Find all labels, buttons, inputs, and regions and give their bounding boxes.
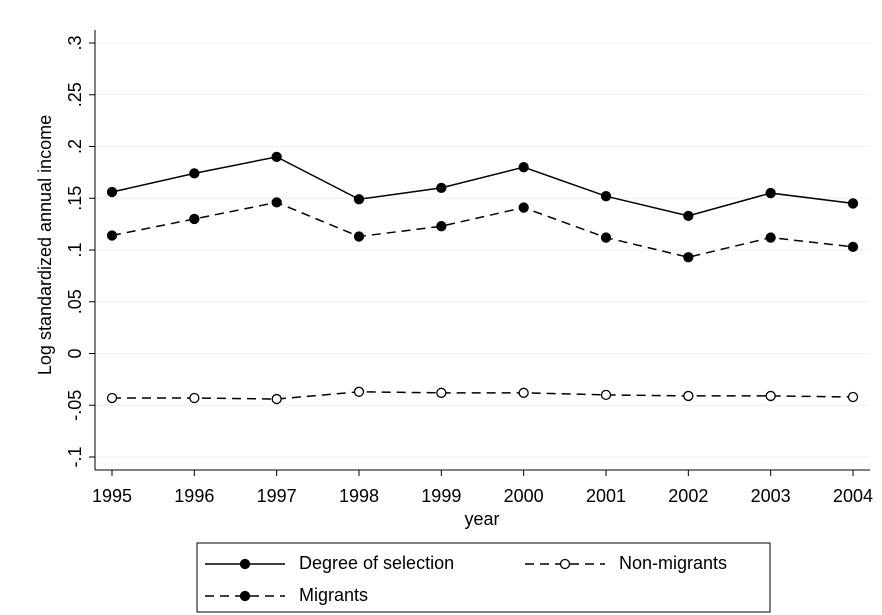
data-point [847,241,859,253]
data-point [271,197,282,208]
data-point [353,231,365,242]
data-point [353,194,365,205]
y-tick-label: .1 [65,242,85,257]
legend-label: Degree of selection [299,553,454,573]
data-point [106,392,118,404]
data-point [683,252,694,263]
y-tick-label: .3 [65,35,85,50]
data-point [683,390,694,402]
data-point [189,392,200,404]
x-tick-label: 2002 [668,486,708,506]
y-tick-label: .05 [65,289,85,314]
data-point [189,168,200,179]
data-point [436,182,447,194]
x-tick-label: 2004 [833,486,873,506]
series-line [111,201,854,259]
data-point [518,162,529,173]
legend-marker [239,558,251,570]
y-tick-label: .15 [65,186,85,211]
data-point [765,187,776,199]
x-tick-label: 1998 [339,486,379,506]
x-tick-label: 1995 [92,486,132,506]
x-tick-label: 2003 [751,486,791,506]
y-tick-label: .2 [65,139,85,154]
y-tick-label: 0 [65,348,85,358]
data-point [436,387,447,398]
legend-marker [559,558,571,570]
data-point [271,393,282,405]
x-tick-label: 2001 [586,486,626,506]
legend-marker [239,590,251,602]
data-point [436,221,447,232]
data-point [271,151,282,163]
x-tick-label: 2000 [504,486,544,506]
x-tick-label: 1996 [174,486,214,506]
data-point [765,232,776,243]
data-point [106,230,118,241]
x-tick-label: 1997 [257,486,297,506]
data-point [847,391,859,403]
series-line [112,391,854,400]
y-tick-label: -.05 [65,390,85,421]
data-point [683,210,694,221]
data-point [765,390,776,402]
y-axis-label: Log standardized annual income [35,115,55,375]
series-line [111,156,854,217]
legend-label: Non-migrants [619,553,727,573]
y-tick-label: -.1 [65,446,85,467]
legend-box [196,542,771,613]
y-tick-label: .25 [65,82,85,107]
data-point [600,232,612,243]
x-axis-label: year [464,509,499,529]
data-point [600,191,612,202]
data-point [189,213,200,225]
data-point [106,186,118,198]
data-point [353,386,365,397]
data-point [518,202,529,213]
legend-label: Migrants [299,585,368,605]
data-point [847,198,859,209]
x-tick-label: 1999 [421,486,461,506]
data-point [518,387,529,398]
data-point [600,389,612,401]
